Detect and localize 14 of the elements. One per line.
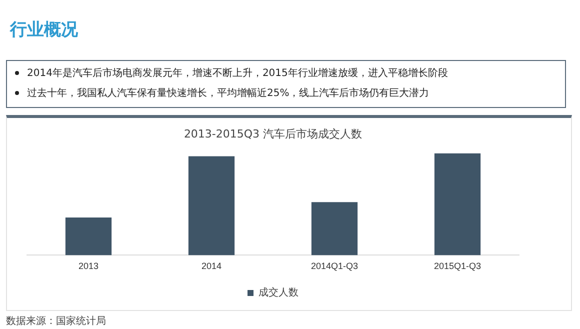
- bar: [188, 156, 235, 256]
- x-tick-label: 2013: [78, 261, 99, 272]
- x-tick-label: 2014: [201, 261, 222, 272]
- bar: [434, 153, 481, 256]
- bar: [311, 202, 358, 256]
- legend-label: 成交人数: [258, 286, 298, 299]
- source-note: 数据来源：国家统计局: [6, 314, 106, 328]
- x-tick-label: 2015Q1-Q3: [434, 261, 482, 272]
- text: 过去十年，我国私人汽车保有量快速增长，平均增幅近25%，线上汽车后市场仍有巨大潜力: [27, 88, 430, 99]
- bar: [65, 217, 112, 256]
- text: 2014年是汽车后市场电商发展元年，增速不断上升，2015年行业增速放缓，进入平稳增长阶段: [27, 68, 448, 79]
- text: 行业概况: [10, 19, 78, 41]
- x-tick-label: 2014Q1-Q3: [310, 261, 358, 272]
- chart-title: 2013-2015Q3 汽车后市场成交人数: [184, 127, 362, 140]
